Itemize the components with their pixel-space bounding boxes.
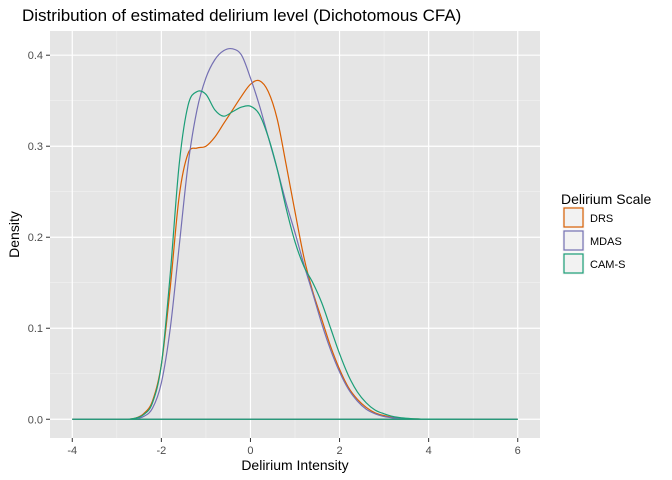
x-tick-label: 6 bbox=[515, 445, 521, 457]
y-tick-label: 0.0 bbox=[28, 414, 43, 426]
y-axis-label: Density bbox=[6, 211, 22, 258]
legend-label-mdas: MDAS bbox=[590, 236, 622, 248]
y-tick-label: 0.2 bbox=[28, 232, 43, 244]
y-axis: 0.0 0.1 0.2 0.3 0.4 bbox=[28, 50, 50, 426]
legend-title: Delirium Scale bbox=[561, 191, 651, 207]
chart-title: Distribution of estimated delirium level… bbox=[22, 6, 461, 25]
legend-key-drs bbox=[563, 207, 584, 228]
x-tick-label: 0 bbox=[247, 445, 253, 457]
y-tick-label: 0.1 bbox=[28, 323, 43, 335]
y-tick-label: 0.3 bbox=[28, 141, 43, 153]
x-tick-label: -2 bbox=[156, 445, 166, 457]
y-tick-label: 0.4 bbox=[28, 50, 43, 62]
legend-label-drs: DRS bbox=[590, 213, 613, 225]
grid-lines bbox=[50, 31, 540, 438]
x-tick-label: -4 bbox=[67, 445, 77, 457]
series-curve-cam-s bbox=[72, 90, 518, 420]
x-tick-label: 4 bbox=[426, 445, 432, 457]
legend-label-cam-s: CAM-S bbox=[590, 259, 625, 271]
legend-key-cam-s bbox=[563, 253, 584, 274]
legend-key-mdas bbox=[563, 230, 584, 251]
x-axis: -4 -2 0 2 4 6 bbox=[67, 438, 521, 457]
x-axis-label: Delirium Intensity bbox=[241, 457, 348, 473]
x-tick-label: 2 bbox=[336, 445, 342, 457]
legend: Delirium Scale DRS MDAS CAM-S bbox=[561, 191, 651, 275]
density-curves bbox=[72, 47, 518, 420]
